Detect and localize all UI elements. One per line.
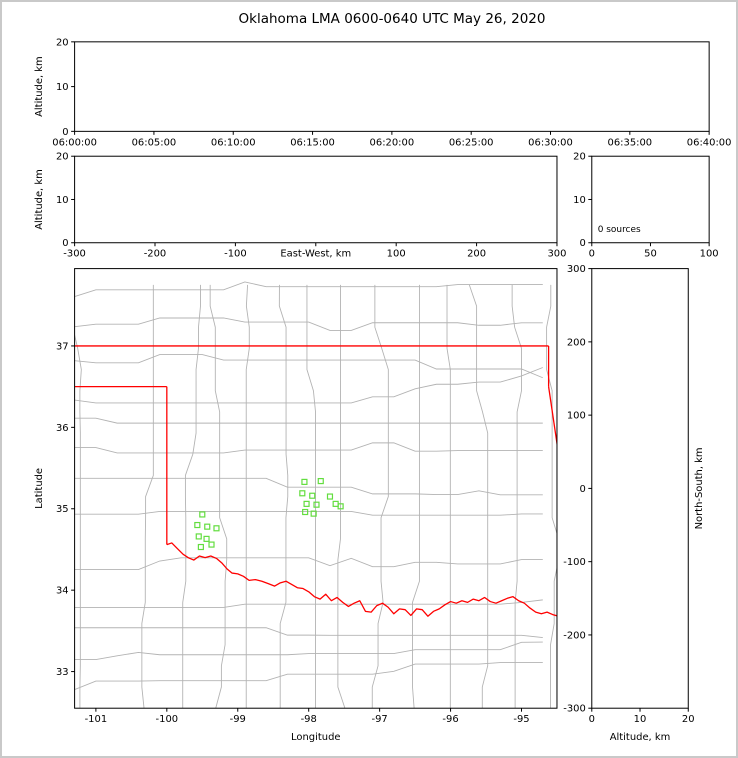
svg-text:-98: -98: [301, 714, 317, 725]
station-marker: [332, 500, 339, 507]
station-marker: [208, 541, 215, 548]
y-axis-label: Altitude, km: [34, 56, 45, 117]
svg-text:06:20:00: 06:20:00: [370, 137, 415, 148]
svg-text:-101: -101: [85, 714, 108, 725]
svg-text:-100: -100: [224, 249, 247, 260]
station-marker: [337, 503, 344, 510]
station-marker: [299, 490, 306, 497]
svg-text:100: 100: [700, 249, 719, 260]
svg-text:06:40:00: 06:40:00: [687, 137, 732, 148]
state-boundary: [74, 345, 557, 617]
svg-text:50: 50: [644, 249, 657, 260]
svg-text:-100: -100: [156, 714, 179, 725]
svg-text:20: 20: [56, 152, 69, 163]
plot-title: Oklahoma LMA 0600-0640 UTC May 26, 2020: [238, 11, 546, 27]
panel-ew-height: -300 -200 -100 100 200 300 0 10 20 East-West, km A…: [34, 152, 567, 260]
svg-text:06:35:00: 06:35:00: [608, 137, 653, 148]
y-axis-label: Latitude: [34, 468, 45, 509]
svg-text:200: 200: [467, 249, 486, 260]
y-axis-label: Altitude, km: [34, 169, 45, 230]
station-marker: [301, 478, 308, 485]
svg-text:100: 100: [387, 249, 406, 260]
axes-frame: [591, 268, 689, 709]
axes-frame: [74, 41, 710, 132]
svg-text:06:30:00: 06:30:00: [528, 137, 573, 148]
svg-text:20: 20: [56, 37, 69, 48]
svg-text:-96: -96: [442, 714, 458, 725]
svg-text:10: 10: [56, 195, 69, 206]
x-axis-label: East-West, km: [280, 249, 351, 260]
svg-text:10: 10: [634, 714, 647, 725]
station-marker: [203, 535, 210, 542]
svg-text:-99: -99: [230, 714, 246, 725]
y-axis-label: North-South, km: [694, 447, 705, 529]
station-marker: [317, 477, 324, 485]
station-marker: [197, 543, 204, 551]
axes-frame: [74, 268, 558, 709]
svg-text:-100: -100: [563, 557, 586, 568]
svg-text:06:00:00: 06:00:00: [52, 137, 97, 148]
svg-text:-300: -300: [63, 249, 86, 260]
panel-time-height: 06:00:00 06:05:00 06:10:00 06:15:00 06:20:00…: [34, 37, 732, 148]
station-marker: [310, 510, 317, 517]
sources-count-label: 0 sources: [598, 225, 641, 235]
svg-text:-200: -200: [563, 630, 586, 641]
panel-map: -101 -100 -99 -98 -97 -96 -95 33 34 35 36 37 Longitu…: [34, 268, 558, 743]
axes-frame: [74, 155, 558, 244]
station-marker: [199, 511, 206, 518]
svg-text:-200: -200: [144, 249, 167, 260]
svg-text:20: 20: [573, 152, 586, 163]
svg-text:06:10:00: 06:10:00: [211, 137, 256, 148]
station-marker: [302, 508, 309, 516]
station-marker: [194, 521, 201, 529]
svg-text:10: 10: [56, 82, 69, 93]
lma-stations: [194, 477, 344, 551]
svg-text:-95: -95: [513, 714, 529, 725]
station-marker: [326, 493, 334, 500]
svg-text:-97: -97: [372, 714, 388, 725]
svg-text:35: 35: [56, 504, 69, 515]
station-marker: [309, 492, 316, 499]
svg-text:300: 300: [567, 264, 586, 275]
svg-text:33: 33: [56, 667, 69, 678]
svg-text:0: 0: [579, 484, 585, 495]
svg-text:0: 0: [579, 238, 585, 249]
svg-text:200: 200: [567, 337, 586, 348]
x-axis-label: Longitude: [291, 732, 340, 743]
svg-text:06:25:00: 06:25:00: [449, 137, 494, 148]
station-marker: [204, 523, 211, 530]
svg-text:0: 0: [589, 714, 595, 725]
county-boundaries: [74, 281, 557, 709]
station-marker: [213, 525, 220, 532]
svg-text:0: 0: [62, 238, 68, 249]
svg-text:10: 10: [573, 195, 586, 206]
svg-text:100: 100: [567, 411, 586, 422]
svg-text:300: 300: [547, 249, 566, 260]
svg-text:36: 36: [56, 423, 69, 434]
map-layers: [74, 281, 557, 709]
panel-alt-histogram: 0 50 100 0 10 20 0 sources: [573, 152, 718, 260]
svg-text:37: 37: [56, 341, 69, 352]
svg-text:20: 20: [682, 714, 695, 725]
svg-text:0: 0: [589, 249, 595, 260]
station-marker: [313, 501, 320, 508]
x-axis-label: Altitude, km: [610, 732, 671, 743]
svg-text:-300: -300: [563, 704, 586, 715]
svg-text:0: 0: [62, 127, 68, 138]
station-marker: [303, 500, 310, 507]
svg-text:34: 34: [56, 586, 69, 597]
svg-text:06:15:00: 06:15:00: [290, 137, 335, 148]
svg-text:06:05:00: 06:05:00: [132, 137, 177, 148]
panel-ns-height: 0 10 20 -300 -200 -100 0 100 200 300 Altitude, km N…: [563, 264, 705, 743]
station-marker: [195, 533, 202, 540]
